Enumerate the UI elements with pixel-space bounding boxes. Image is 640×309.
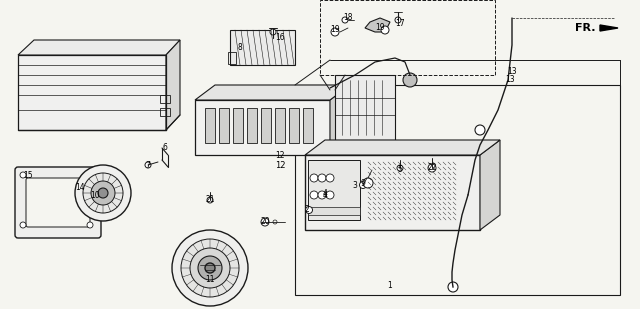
Circle shape (310, 174, 318, 182)
Circle shape (363, 178, 373, 188)
Circle shape (190, 248, 230, 288)
Circle shape (270, 29, 276, 35)
Bar (160, 108, 170, 116)
Bar (228, 52, 236, 64)
Text: 21: 21 (205, 196, 215, 205)
Text: 3: 3 (353, 180, 357, 189)
Circle shape (83, 173, 123, 213)
Circle shape (310, 191, 318, 199)
Bar (289, 108, 299, 143)
Polygon shape (365, 18, 390, 32)
Polygon shape (480, 140, 500, 230)
Text: 16: 16 (275, 33, 285, 43)
Circle shape (326, 174, 334, 182)
Circle shape (172, 230, 248, 306)
Circle shape (360, 181, 367, 188)
Polygon shape (330, 85, 350, 155)
Text: 10: 10 (90, 192, 100, 201)
Text: 18: 18 (343, 14, 353, 23)
Text: 7: 7 (145, 160, 150, 170)
Circle shape (20, 172, 26, 178)
Circle shape (20, 222, 26, 228)
Circle shape (205, 263, 215, 273)
Circle shape (326, 191, 334, 199)
Polygon shape (195, 85, 350, 100)
Text: 13: 13 (505, 75, 515, 84)
Circle shape (305, 206, 312, 214)
Bar (308, 160, 360, 220)
Bar (308, 207, 360, 215)
Bar (305, 155, 480, 230)
Text: 4: 4 (323, 191, 328, 200)
Bar (247, 108, 257, 143)
FancyBboxPatch shape (26, 178, 90, 227)
Circle shape (207, 197, 213, 203)
Circle shape (75, 165, 131, 221)
Circle shape (145, 162, 151, 168)
Text: 6: 6 (163, 143, 168, 153)
Circle shape (403, 73, 417, 87)
Text: 13: 13 (507, 67, 517, 77)
Bar (320, 0, 495, 75)
FancyBboxPatch shape (15, 167, 101, 238)
Text: 20: 20 (260, 218, 270, 226)
Circle shape (318, 191, 326, 199)
Polygon shape (305, 140, 500, 155)
Circle shape (181, 239, 239, 297)
Text: 14: 14 (75, 184, 85, 193)
Circle shape (395, 17, 401, 23)
Text: 5: 5 (397, 166, 403, 175)
Circle shape (342, 17, 348, 23)
Text: 19: 19 (375, 23, 385, 32)
Text: 22: 22 (428, 163, 436, 172)
Text: 4: 4 (323, 188, 328, 197)
Circle shape (397, 165, 403, 171)
Circle shape (448, 282, 458, 292)
Text: 12: 12 (275, 160, 285, 170)
Bar (195, 100, 330, 155)
Circle shape (87, 172, 93, 178)
Circle shape (428, 164, 436, 172)
Circle shape (198, 256, 222, 280)
Text: 8: 8 (237, 43, 243, 52)
Circle shape (261, 218, 269, 226)
Bar (275, 108, 285, 143)
Bar (233, 108, 243, 143)
Bar (18, 55, 166, 130)
Polygon shape (18, 40, 180, 55)
Circle shape (318, 174, 326, 182)
Bar (219, 108, 229, 143)
Text: FR.: FR. (575, 23, 595, 33)
Text: 19: 19 (330, 26, 340, 35)
Text: 11: 11 (205, 276, 215, 285)
Circle shape (98, 188, 108, 198)
Text: 2: 2 (305, 205, 309, 214)
Bar (303, 108, 313, 143)
Bar (335, 75, 395, 140)
Text: 1: 1 (388, 281, 392, 290)
Bar (160, 95, 170, 103)
Circle shape (475, 125, 485, 135)
Text: 12: 12 (275, 150, 285, 159)
Bar (205, 108, 215, 143)
Bar (261, 108, 271, 143)
Polygon shape (600, 25, 618, 31)
Circle shape (331, 28, 339, 36)
Text: 17: 17 (395, 19, 405, 28)
Polygon shape (166, 40, 180, 130)
Text: 9: 9 (360, 179, 365, 188)
Bar (230, 30, 295, 65)
Circle shape (87, 222, 93, 228)
Circle shape (381, 26, 389, 34)
Text: 15: 15 (23, 171, 33, 180)
Circle shape (91, 181, 115, 205)
